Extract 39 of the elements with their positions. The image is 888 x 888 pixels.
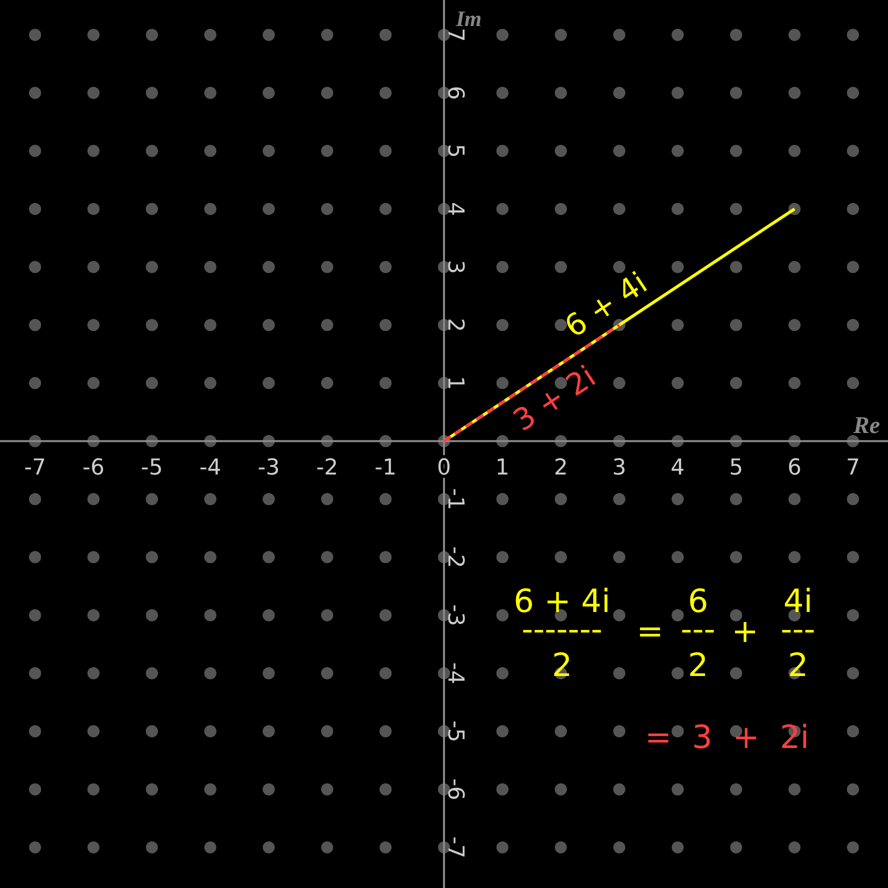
text: 6 + 4i [558,266,654,346]
y-tick-label: -4 [442,662,468,684]
x-tick-label: 3 [612,456,626,481]
y-tick-label: 3 [442,260,468,274]
x-tick-label: -6 [82,456,104,481]
annotation: 4i [783,582,813,620]
annotation: 2 [552,646,572,684]
x-tick-label: 5 [729,456,744,481]
annotation: + [732,612,758,650]
x-tick-label: -4 [199,456,222,481]
y-tick-label: 4 [442,202,468,216]
text: 3 + 2i [507,359,602,439]
y-tick-label: -6 [442,778,468,800]
annotation: 2 [788,646,808,684]
y-tick-label: 1 [442,376,468,390]
annotation: 6 [688,582,708,620]
x-tick-label: 6 [788,456,802,481]
x-tick-label: -7 [24,456,46,481]
y-tick-label: -3 [442,604,468,626]
x-tick-label: -1 [374,456,397,481]
x-tick-label: -5 [140,456,163,481]
y-tick-label: 6 [442,86,468,100]
y-tick-label: 5 [442,144,468,158]
x-axis-title: Re [852,413,880,440]
y-tick-label: 2 [442,318,468,332]
annotation: = [636,612,664,650]
y-tick-label: -1 [442,488,468,510]
x-tick-label: 4 [670,456,685,481]
annotation: 2 [688,646,708,684]
x-tick-label: -2 [316,456,338,481]
y-tick-label: -2 [442,546,468,568]
y-tick-label: -5 [442,720,468,742]
x-tick-label: -3 [258,456,280,481]
x-tick-label: 1 [495,456,510,481]
annotation: 6 + 4i [514,582,610,620]
x-tick-label: 2 [554,456,568,481]
annotation: = 3 + 2i [644,718,810,756]
y-tick-label: -7 [442,836,468,858]
x-tick-label: 7 [846,456,860,481]
